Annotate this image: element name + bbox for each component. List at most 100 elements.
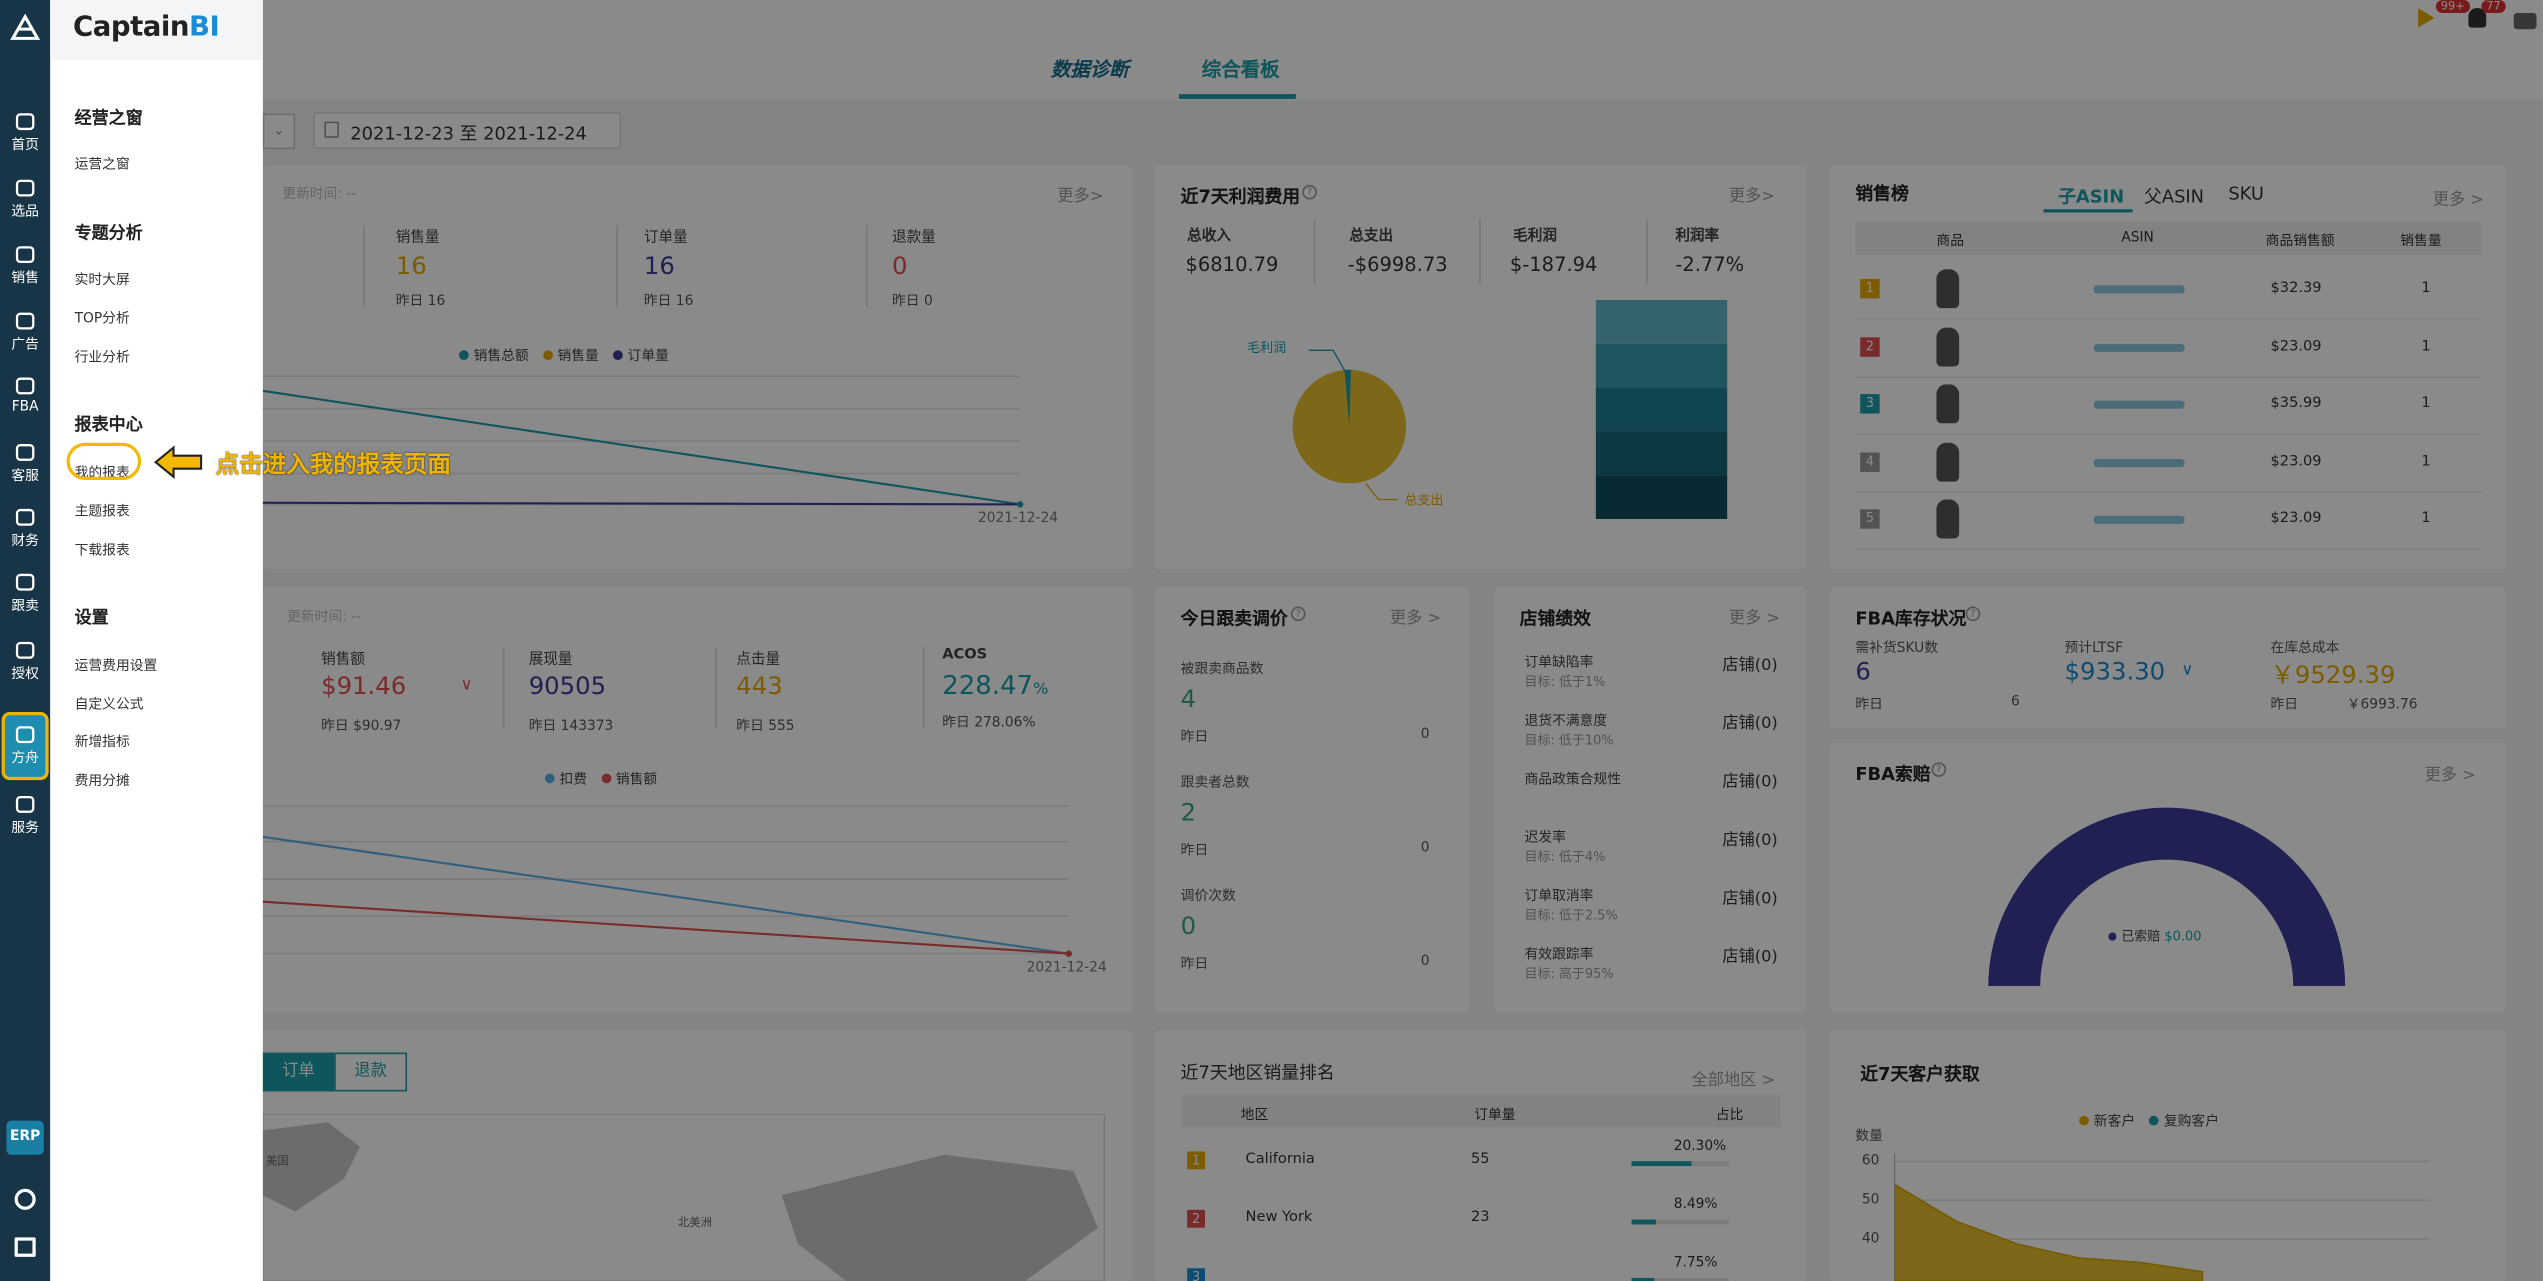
- warehouse-icon: [15, 376, 36, 395]
- menu-item[interactable]: 运营费用设置: [74, 658, 158, 675]
- gross-profit-value: $-187.94: [1509, 253, 1598, 276]
- fba-cost-label: 在库总成本: [2270, 640, 2340, 657]
- asin-link[interactable]: [2093, 400, 2185, 409]
- help-icon[interactable]: ?: [1931, 762, 1947, 777]
- rail-item-0[interactable]: 首页: [0, 102, 50, 164]
- menu-item[interactable]: 实时大屏: [74, 272, 130, 289]
- user-icon[interactable]: [2513, 12, 2537, 30]
- rail-item-5[interactable]: 客服: [0, 433, 50, 495]
- erp-button[interactable]: ERP: [6, 1120, 44, 1155]
- menu-item[interactable]: 运营之窗: [74, 157, 130, 174]
- sales-more-link[interactable]: 更多>: [1057, 188, 1104, 206]
- tab-child-asin[interactable]: 子ASIN: [2058, 186, 2125, 208]
- table-row[interactable]: 2 $23.09 1: [1855, 322, 2482, 378]
- bell-icon[interactable]: [2468, 8, 2487, 28]
- help-icon[interactable]: ?: [1965, 606, 1981, 622]
- metric-refund-label: 退款量: [891, 230, 936, 247]
- rail-item-2[interactable]: 销售: [0, 235, 50, 297]
- tab-parent-asin[interactable]: 父ASIN: [2144, 186, 2205, 208]
- ad-icon: [15, 311, 36, 330]
- help-icon[interactable]: ?: [1302, 184, 1317, 200]
- ark-icon: [15, 725, 36, 744]
- sales-update-time: 更新时间: --: [282, 186, 357, 203]
- store-more-link[interactable]: 更多 >: [1728, 609, 1781, 628]
- refund-toggle-button[interactable]: 退款: [334, 1052, 408, 1092]
- profit-rate-label: 利润率: [1675, 228, 1720, 245]
- ad-x-label: 2021-12-24: [1026, 960, 1107, 977]
- table-row[interactable]: 1 $32.39 1: [1855, 264, 2482, 320]
- table-row[interactable]: 1 California 55 20.30%: [1181, 1139, 1781, 1192]
- store-metric-value[interactable]: 店铺(0): [1722, 890, 1778, 909]
- rail-item-4[interactable]: FBA: [0, 367, 50, 429]
- tab-dashboard[interactable]: 综合看板: [1201, 58, 1280, 82]
- modal-overlay[interactable]: [262, 0, 2543, 1281]
- left-rail: 首页 选品 销售 广告 FBA 客服 财务 跟卖授权方舟 服务 ERP: [0, 0, 51, 1281]
- tab-sku[interactable]: SKU: [2228, 183, 2264, 205]
- menu-item[interactable]: 费用分摊: [74, 773, 130, 790]
- menu-item[interactable]: 下载报表: [74, 543, 130, 560]
- menu-item[interactable]: TOP分析: [74, 311, 130, 328]
- rank-badge: 2: [1860, 336, 1880, 356]
- tab-diagnosis[interactable]: 数据诊断: [1050, 58, 1129, 82]
- table-row[interactable]: 3 $35.99 1: [1855, 380, 2482, 435]
- store-metric-value[interactable]: 店铺(0): [1722, 656, 1778, 675]
- region-orders: 23: [1470, 1209, 1490, 1227]
- chevron-down-icon[interactable]: ∨: [460, 676, 473, 695]
- ad-sales-yesterday: 昨日 $90.97: [321, 718, 402, 735]
- date-range-text: 2021-12-23 至 2021-12-24: [350, 123, 587, 145]
- rail-item-6[interactable]: 财务: [0, 498, 50, 560]
- rail-item-9[interactable]: 方舟: [1, 711, 49, 781]
- asin-link[interactable]: [2093, 285, 2185, 294]
- series-point: [1016, 501, 1024, 508]
- region-more-link[interactable]: 全部地区 >: [1691, 1072, 1776, 1090]
- chevron-down-icon[interactable]: ⌄: [262, 113, 296, 150]
- asin-link[interactable]: [2093, 515, 2185, 524]
- fba-title: FBA库存状况: [1855, 608, 1967, 630]
- date-range-picker[interactable]: 2021-12-23 至 2021-12-24: [313, 111, 622, 150]
- help-icon[interactable]: ?: [1290, 606, 1306, 622]
- table-row[interactable]: 2 New York 23 8.49%: [1181, 1197, 1781, 1251]
- store-metric-label: 有效跟踪率: [1524, 947, 1594, 964]
- menu-item[interactable]: 主题报表: [74, 504, 130, 521]
- menu-item[interactable]: 新增指标: [74, 734, 130, 751]
- row-qty: 1: [2421, 280, 2431, 297]
- highlight-ring: [66, 442, 142, 481]
- table-row[interactable]: 5 $23.09 1: [1855, 495, 2482, 550]
- follow-more-link[interactable]: 更多 >: [1389, 609, 1442, 628]
- table-row[interactable]: 3 7.75%: [1181, 1255, 1781, 1281]
- series-line-orders: [262, 501, 1021, 506]
- rail-item-label: 授权: [11, 666, 39, 683]
- rail-item-10[interactable]: 服务: [0, 785, 50, 847]
- menu-section-title: 设置: [74, 608, 109, 628]
- row-qty: 1: [2421, 338, 2431, 355]
- play-icon[interactable]: [2418, 8, 2435, 28]
- rail-item-1[interactable]: 选品: [0, 169, 50, 231]
- profit-more-link[interactable]: 更多>: [1728, 188, 1775, 206]
- ad-acos-value: 228.47%: [942, 669, 1049, 701]
- rank-badge: 5: [1860, 509, 1880, 529]
- rail-item-8[interactable]: 授权: [0, 631, 50, 693]
- rank-badge: 3: [1187, 1268, 1205, 1281]
- chevron-down-icon[interactable]: ∨: [2181, 661, 2194, 680]
- asin-link[interactable]: [2093, 343, 2185, 352]
- legend-dot: [601, 773, 611, 784]
- asin-link[interactable]: [2093, 458, 2185, 467]
- rank-more-link[interactable]: 更多 >: [2432, 191, 2484, 210]
- rail-item-3[interactable]: 广告: [0, 302, 50, 364]
- store-metric-target: 目标: 低于2.5%: [1524, 908, 1618, 923]
- brand-logo[interactable]: CaptainBI: [72, 11, 220, 44]
- store-metric-value[interactable]: 店铺(0): [1722, 831, 1778, 850]
- support-icon[interactable]: [14, 1188, 36, 1210]
- metric-sales-yesterday: 昨日 16: [395, 293, 446, 310]
- menu-item[interactable]: 行业分析: [74, 350, 130, 367]
- table-row[interactable]: 4 $23.09 1: [1855, 437, 2482, 493]
- order-toggle-button[interactable]: 订单: [262, 1052, 335, 1092]
- fba-cost-yesterday: 昨日: [2270, 697, 2299, 714]
- gift-icon[interactable]: [14, 1237, 36, 1257]
- store-metric-value[interactable]: 店铺(0): [1722, 948, 1778, 967]
- rail-item-7[interactable]: 跟卖: [0, 563, 50, 625]
- store-metric-value[interactable]: 店铺(0): [1722, 773, 1778, 792]
- claim-more-link[interactable]: 更多 >: [2424, 767, 2476, 785]
- menu-item[interactable]: 自定义公式: [74, 697, 144, 714]
- store-metric-value[interactable]: 店铺(0): [1722, 715, 1778, 734]
